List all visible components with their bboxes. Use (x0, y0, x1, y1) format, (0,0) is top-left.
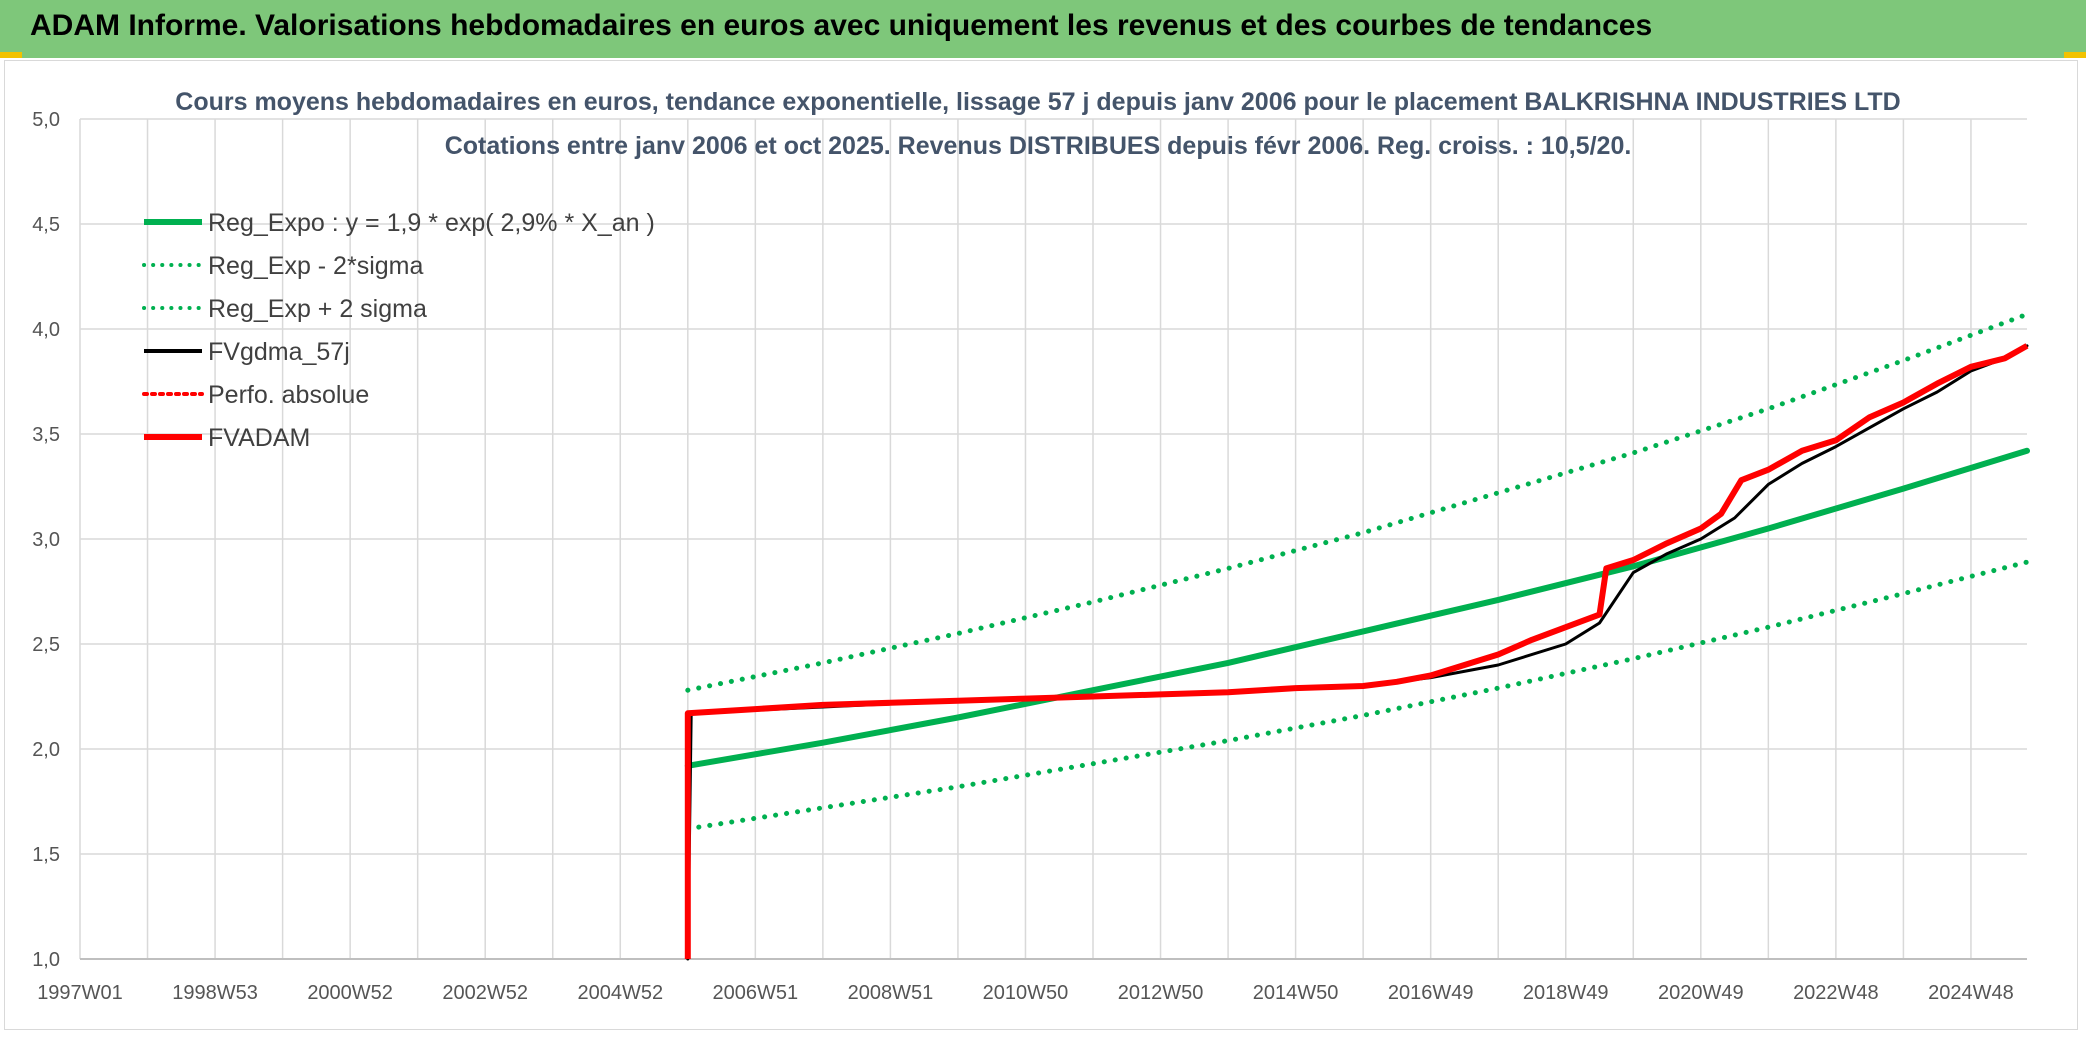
series-line-reg-exp (685, 311, 2030, 693)
y-axis: 1,0 1,5 2,0 2,5 3,0 3,5 4,0 4,5 5,0 (32, 109, 60, 971)
x-tick-label: 2002W52 (442, 982, 528, 1004)
y-tick-label: 1,0 (32, 949, 60, 971)
chart-frame (4, 60, 2078, 1030)
x-tick-label: 2024W48 (1928, 982, 2014, 1004)
y-tick-label: 4,0 (32, 319, 60, 341)
x-tick-label: 1998W53 (172, 982, 258, 1004)
grid (79, 118, 2027, 960)
legend-label: Reg_Exp + 2 sigma (208, 295, 427, 323)
x-tick-label: 2010W50 (983, 982, 1069, 1004)
series-line-reg-exp (685, 559, 2030, 832)
x-tick-label: 2004W52 (577, 982, 663, 1004)
x-tick-label: 2012W50 (1118, 982, 1204, 1004)
x-tick-label: 2000W52 (307, 982, 393, 1004)
x-tick-label: 1997W01 (37, 982, 123, 1004)
series-line-fvgdma-57j (686, 344, 2029, 961)
x-axis: 1997W01 1998W53 2000W52 2002W52 2004W52 2006W… (37, 982, 2014, 1004)
legend-label: Reg_Exp - 2*sigma (208, 252, 423, 280)
legend-label: FVgdma_57j (208, 338, 350, 366)
series-line-fvadam (684, 343, 2029, 959)
chart-subtitle: Cotations entre janv 2006 et oct 2025. R… (445, 132, 1632, 160)
x-tick-label: 2020W49 (1658, 982, 1744, 1004)
x-tick-label: 2022W48 (1793, 982, 1879, 1004)
y-tick-label: 3,5 (32, 424, 60, 446)
corner-mark-left (0, 52, 22, 58)
report-banner: ADAM Informe. Valorisations hebdomadaire… (0, 0, 2086, 58)
x-tick-label: 2006W51 (713, 982, 799, 1004)
x-tick-label: 2014W50 (1253, 982, 1339, 1004)
y-tick-label: 4,5 (32, 214, 60, 236)
corner-mark-right (2064, 52, 2086, 58)
report-title: ADAM Informe. Valorisations hebdomadaire… (30, 9, 1653, 42)
y-tick-label: 2,5 (32, 634, 60, 656)
series-layer (684, 311, 2030, 961)
y-tick-label: 2,0 (32, 739, 60, 761)
legend-label: Reg_Expo : y = 1,9 * exp( 2,9% * X_an ) (208, 209, 655, 237)
series-line-reg-expo (684, 447, 2030, 769)
x-tick-label: 2008W51 (848, 982, 934, 1004)
x-tick-label: 2018W49 (1523, 982, 1609, 1004)
legend: Reg_Expo : y = 1,9 * exp( 2,9% * X_an ) R… (142, 209, 655, 452)
y-tick-label: 5,0 (32, 109, 60, 131)
y-tick-label: 3,0 (32, 529, 60, 551)
x-tick-label: 2016W49 (1388, 982, 1474, 1004)
chart-title: Cours moyens hebdomadaires en euros, ten… (175, 88, 1900, 116)
legend-label: Perfo. absolue (208, 381, 369, 409)
legend-label: FVADAM (208, 424, 310, 452)
y-tick-label: 1,5 (32, 844, 60, 866)
